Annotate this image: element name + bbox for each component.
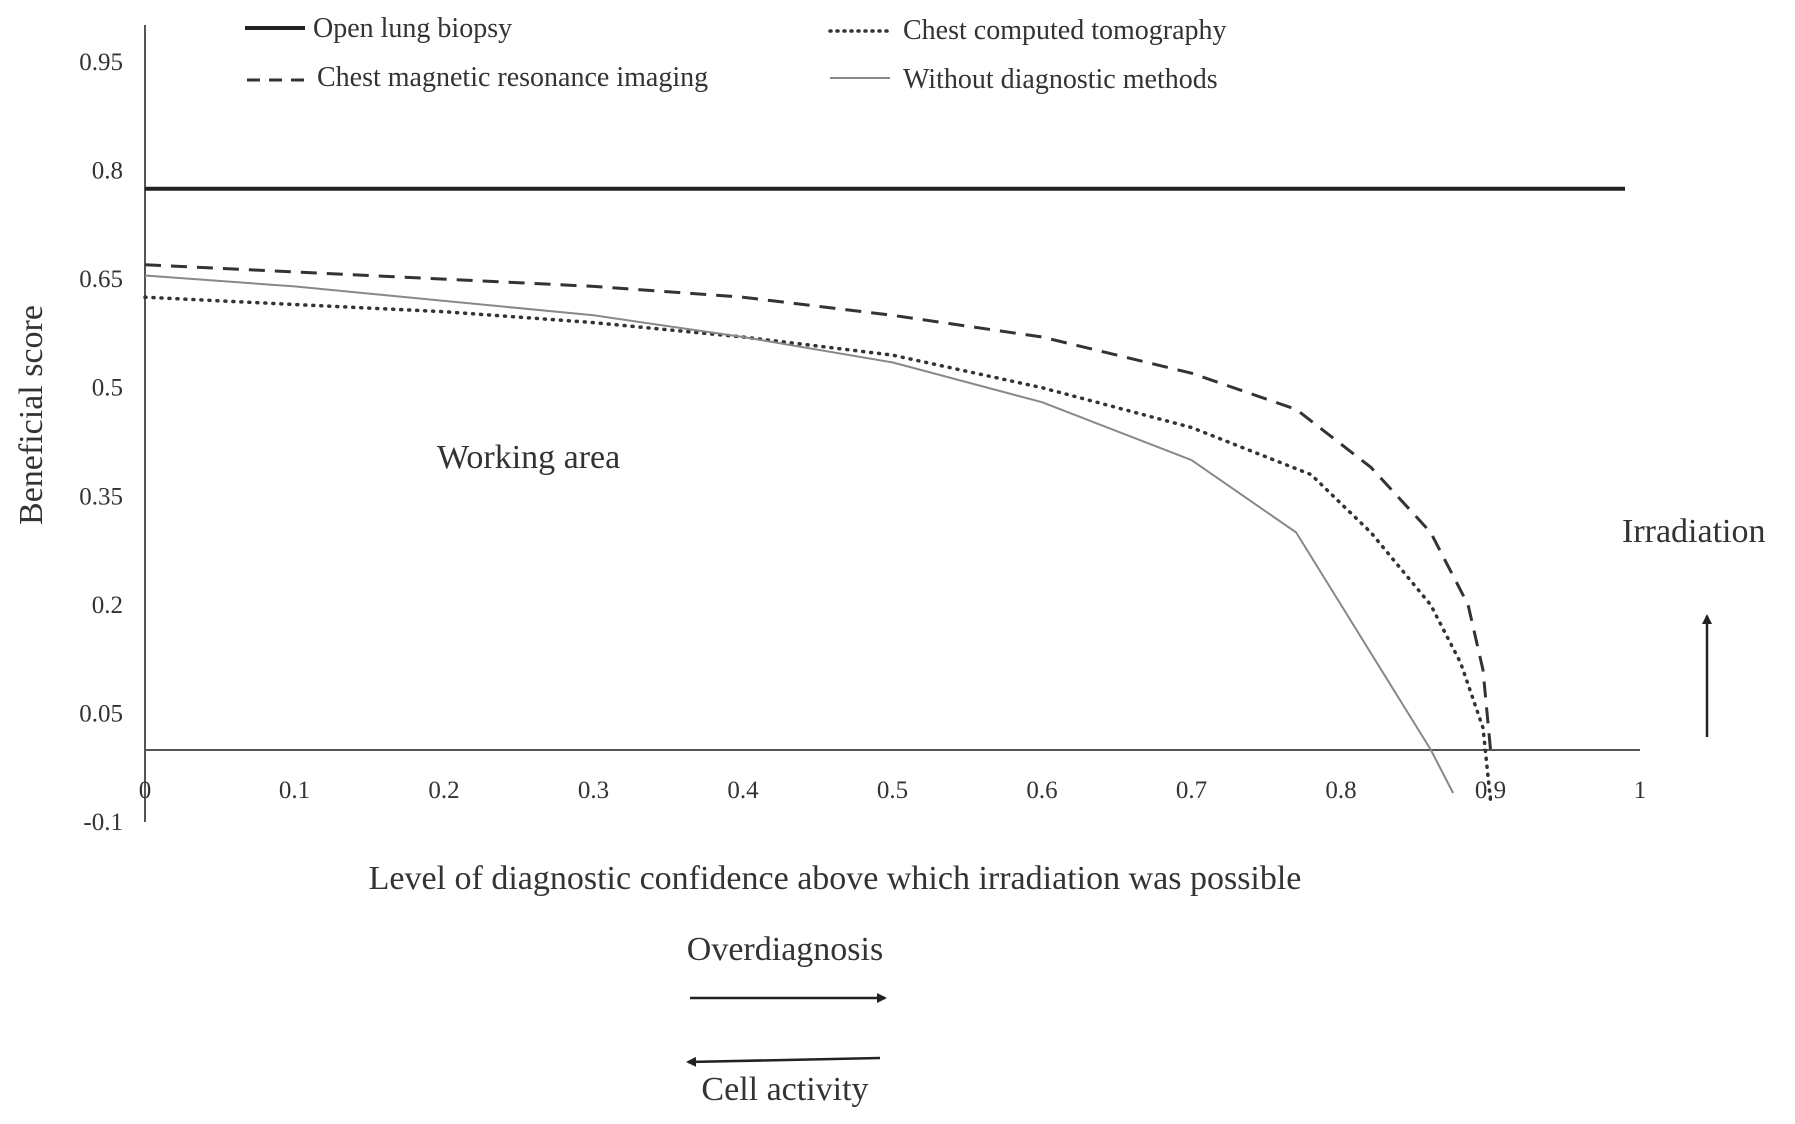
x-tick-label: 1 <box>1634 777 1647 804</box>
series-layer <box>143 186 1625 803</box>
x-tick-label: 0.6 <box>1026 777 1057 804</box>
y-tick-label: -0.1 <box>83 809 123 836</box>
legend-label-chest-ct: Chest computed tomography <box>903 15 1227 46</box>
series-line-chest-magnetic-resonance-imaging <box>144 263 1492 750</box>
legend-label-without-diagnostic: Without diagnostic methods <box>903 64 1218 95</box>
y-tick-label: 0.65 <box>79 266 123 293</box>
x-tick-label: 0.5 <box>877 777 908 804</box>
y-tick-label: 0.35 <box>79 483 123 510</box>
x-tick-label: 0.3 <box>578 777 609 804</box>
y-tick-label: 0.2 <box>92 592 123 619</box>
x-tick-label: 0.8 <box>1325 777 1356 804</box>
legend-label-chest-mri: Chest magnetic resonance imaging <box>317 62 708 93</box>
x-tick-labels: 0 0.1 0.2 0.3 0.4 0.5 0.6 0.7 0.8 0.9 1 <box>139 777 1647 804</box>
x-tick-label: 0.2 <box>428 777 459 804</box>
x-tick-label: 0.4 <box>727 777 759 804</box>
legend-label-open-lung-biopsy: Open lung biopsy <box>313 13 512 44</box>
cell-activity-arrow <box>686 1056 881 1067</box>
working-area-label: Working area <box>437 439 620 476</box>
series-line-without-diagnostic-methods <box>144 274 1454 794</box>
y-axis-title: Beneficial score <box>13 305 50 525</box>
y-tick-label: 0.95 <box>79 49 123 76</box>
y-tick-labels: 0.95 0.8 0.65 0.5 0.35 0.2 0.05 -0.1 <box>79 49 123 836</box>
axes <box>144 25 1640 822</box>
x-tick-label: 0.1 <box>279 777 310 804</box>
overdiagnosis-label: Overdiagnosis <box>687 931 883 968</box>
irradiation-label: Irradiation <box>1622 513 1766 550</box>
legend: Open lung biopsy Chest magnetic resonanc… <box>245 13 1227 95</box>
series-line-chest-computed-tomography <box>143 295 1493 803</box>
x-tick-label: 0.7 <box>1176 777 1207 804</box>
y-tick-label: 0.8 <box>92 158 123 185</box>
x-tick-label: 0 <box>139 777 152 804</box>
y-tick-label: 0.5 <box>92 375 123 402</box>
cell-activity-label: Cell activity <box>701 1071 868 1108</box>
x-axis-title: Level of diagnostic confidence above whi… <box>369 860 1302 897</box>
y-tick-label: 0.05 <box>79 700 123 727</box>
